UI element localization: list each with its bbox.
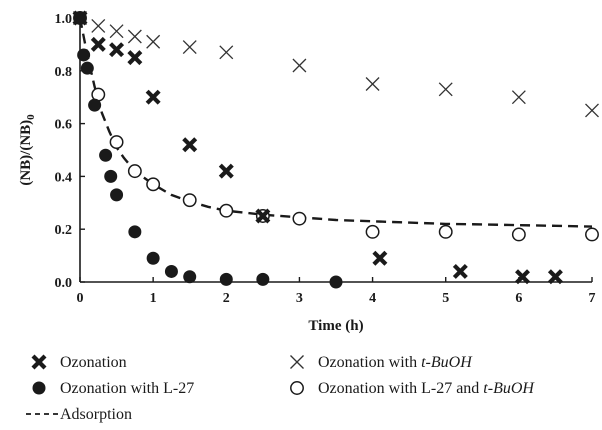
data-point (511, 90, 526, 105)
data-point (438, 224, 453, 239)
legend-label: Ozonation with t-BuOH (318, 354, 473, 371)
legend-label: Adsorption (60, 406, 132, 423)
legend: Ozonation Ozonation with t-BuOH Ozonation … (26, 354, 535, 423)
series-ozonation-with-l-27-and-t-buoh (73, 11, 599, 242)
x-tick-label: 3 (296, 291, 303, 306)
data-point (127, 29, 142, 44)
series-ozonation-with-t-buoh (73, 11, 599, 118)
data-point (585, 103, 599, 118)
data-point (109, 135, 124, 150)
data-point (329, 275, 343, 289)
data-point (515, 269, 530, 285)
data-point (292, 211, 307, 226)
y-tick-label: 0.2 (55, 223, 73, 238)
data-point (72, 10, 88, 26)
data-point (372, 250, 388, 266)
adsorption-curve (78, 17, 593, 228)
legend-entry-tbuoh: Ozonation with t-BuOH (290, 354, 473, 371)
x-tick-label: 5 (442, 291, 449, 306)
legend-label: Ozonation (60, 354, 127, 371)
legend-label: Ozonation with L-27 and t-BuOH (318, 380, 535, 397)
data-point (255, 208, 271, 224)
legend-entry-l27tbuoh: Ozonation with L-27 and t-BuOH (290, 380, 535, 397)
data-point (365, 224, 380, 239)
y-tick-label: 1.0 (55, 12, 73, 27)
y-tick-label: 0.8 (55, 65, 73, 80)
series-ozonation (72, 10, 563, 285)
data-point (145, 89, 161, 105)
data-point (183, 270, 197, 284)
x-tick-label: 4 (369, 291, 376, 306)
data-point (365, 77, 380, 91)
data-point (182, 193, 197, 208)
data-point (256, 272, 270, 286)
data-point (511, 227, 526, 242)
data-point (90, 36, 106, 52)
data-point (182, 40, 197, 54)
data-point (127, 164, 142, 179)
legend-entry-ozonation: Ozonation (31, 354, 127, 371)
legend-marker (290, 355, 304, 369)
data-point (91, 18, 106, 33)
data-point (438, 82, 453, 97)
data-markers (72, 10, 599, 289)
x-axis-label: Time (h) (308, 318, 363, 334)
legend-marker (32, 381, 46, 395)
y-axis-label: (NB)/(NB)0 (18, 114, 37, 186)
data-point (146, 34, 161, 49)
data-point (182, 137, 198, 153)
data-point (219, 203, 234, 218)
data-point (127, 50, 143, 66)
x-tick-label: 2 (223, 291, 230, 306)
y-axis-ticks: 0.0 0.2 0.4 0.6 0.8 1.0 (55, 12, 85, 291)
data-point (104, 169, 118, 183)
legend-marker (290, 381, 304, 395)
x-tick-label: 1 (150, 291, 157, 306)
data-point (80, 61, 94, 75)
legend-entry-l27: Ozonation with L-27 (32, 380, 194, 397)
plot-frame (79, 16, 592, 283)
data-point (218, 163, 234, 179)
y-tick-label: 0.0 (55, 276, 73, 291)
x-tick-label: 0 (77, 291, 84, 306)
data-point (164, 264, 178, 278)
y-tick-label: 0.6 (55, 118, 73, 133)
data-point (146, 251, 160, 265)
data-point (219, 45, 234, 60)
legend-marker (31, 354, 47, 370)
data-point (585, 227, 599, 242)
adsorption-line (78, 17, 593, 228)
x-tick-label: 6 (515, 291, 522, 306)
y-tick-label: 0.4 (55, 170, 73, 185)
data-point (452, 263, 468, 279)
legend-entry-adsorption: Adsorption (26, 406, 132, 423)
legend-label: Ozonation with L-27 (60, 380, 194, 397)
data-point (109, 24, 124, 39)
x-axis-ticks: 0 1 2 3 4 5 6 7 (77, 277, 596, 306)
series-ozonation-with-l-27 (73, 11, 343, 289)
data-point (128, 225, 142, 239)
data-point (88, 98, 102, 112)
data-point (292, 58, 307, 73)
data-point (219, 272, 233, 286)
data-point (110, 188, 124, 202)
data-point (77, 48, 91, 62)
data-point (109, 42, 125, 58)
data-point (547, 269, 563, 285)
data-point (99, 148, 113, 162)
x-tick-label: 7 (589, 291, 596, 306)
data-point (146, 177, 161, 192)
